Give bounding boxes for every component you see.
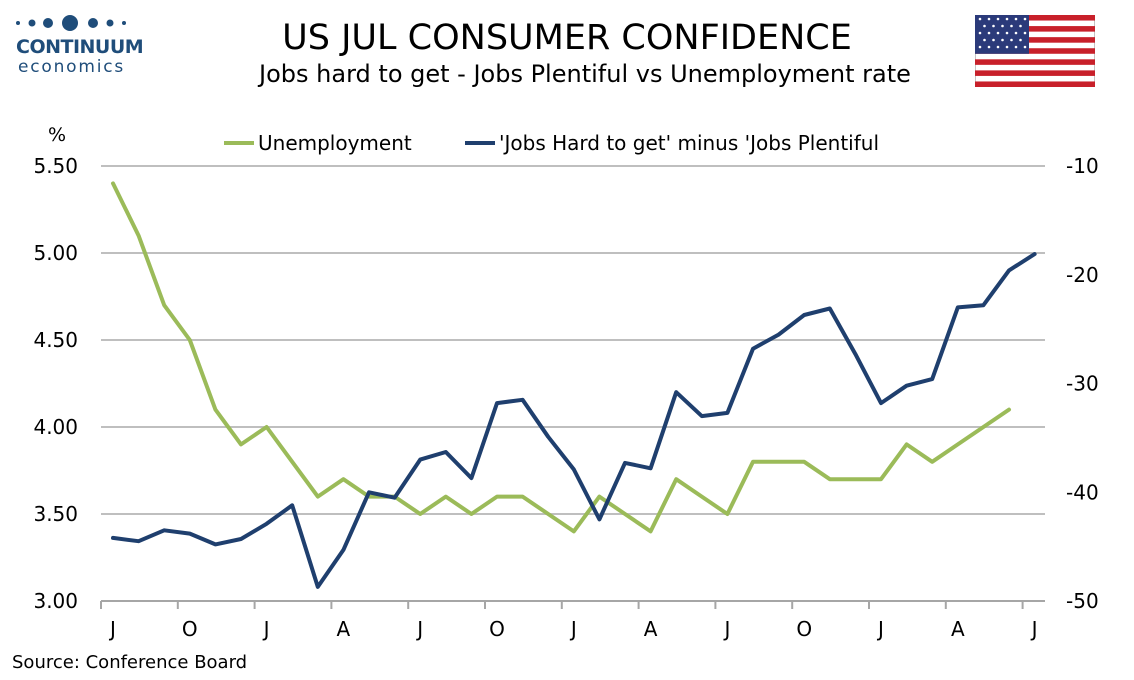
source-note: Source: Conference Board [12, 652, 248, 673]
x-tick-label: J [876, 617, 884, 641]
y-left-unit-label: % [48, 124, 66, 146]
x-tick-label: J [722, 617, 730, 641]
x-tick-label: J [415, 617, 423, 641]
y-left-tick-label: 5.50 [33, 154, 78, 178]
x-tick-label: A [644, 617, 658, 641]
y-right-tick-label: -50 [1066, 589, 1099, 613]
axes: 5.50 5.00 4.50 4.00 3.50 3.00 -10 -20 -30 -40 -50%… [33, 124, 1098, 641]
y-left-tick-label: 3.00 [33, 589, 78, 613]
x-tick-label: A [951, 617, 965, 641]
logo-subtitle: economics [18, 57, 126, 77]
y-right-tick-label: -40 [1066, 480, 1099, 504]
x-tick-label: J [108, 617, 116, 641]
legend-label: Unemployment [258, 131, 412, 155]
y-left-tick-label: 4.50 [33, 328, 78, 352]
logo-dots-icon [16, 15, 126, 31]
series-line-jobs-gap [111, 252, 1037, 589]
y-right-tick-label: -30 [1066, 372, 1099, 396]
y-right-tick-label: -20 [1066, 263, 1099, 287]
us-flag-icon [975, 15, 1095, 87]
gridlines [101, 165, 1045, 515]
y-left-tick-label: 4.00 [33, 415, 78, 439]
x-tick-label: A [337, 617, 351, 641]
chart-title: US JUL CONSUMER CONFIDENCE [282, 18, 852, 58]
x-tick-label: J [1030, 617, 1038, 641]
legend: Unemployment 'Jobs Hard to get' minus 'Jo… [224, 131, 879, 155]
x-tick-label: J [569, 617, 577, 641]
y-left-tick-label: 5.00 [33, 241, 78, 265]
logo-name: CONTINUUM [16, 36, 144, 58]
y-left-tick-label: 3.50 [33, 502, 78, 526]
chart-subtitle: Jobs hard to get - Jobs Plentiful vs Une… [259, 60, 911, 88]
series-line-unemployment [111, 181, 1011, 534]
x-tick-label: J [262, 617, 270, 641]
series-lines [111, 181, 1037, 589]
y-right-tick-label: -10 [1066, 154, 1099, 178]
x-tick-label: O [182, 617, 198, 641]
legend-label: 'Jobs Hard to get' minus 'Jobs Plentiful [499, 131, 879, 155]
x-tick-label: O [489, 617, 505, 641]
x-tick-label: O [796, 617, 812, 641]
